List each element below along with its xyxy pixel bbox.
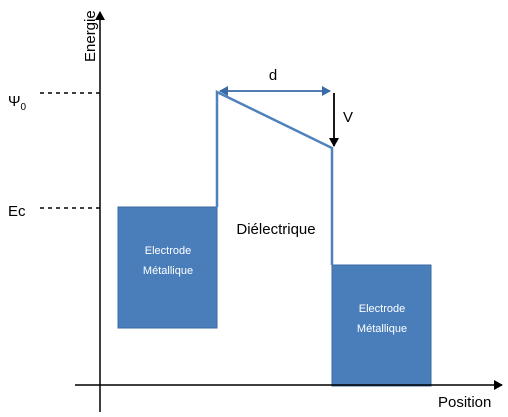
distance-label: d [269, 67, 277, 84]
electrode-label: Métallique [357, 323, 407, 335]
dielectric-label: Diélectrique [236, 221, 315, 238]
left-electrode [117, 206, 218, 329]
psi-subscript: 0 [21, 102, 27, 113]
right-electrode [331, 264, 432, 387]
psi-symbol: Ψ [8, 93, 21, 110]
ec-label: Ec [8, 203, 26, 220]
x-axis-label: Position [438, 394, 491, 411]
y-axis-label: Energie [82, 10, 99, 62]
barrier-profile [215, 90, 334, 265]
electrode-label: Electrode [145, 245, 191, 257]
psi-label: Ψ0 [8, 93, 27, 113]
voltage-label: V [343, 109, 353, 126]
electrode-label: Métallique [143, 265, 193, 277]
electrode-label: Electrode [359, 303, 405, 315]
